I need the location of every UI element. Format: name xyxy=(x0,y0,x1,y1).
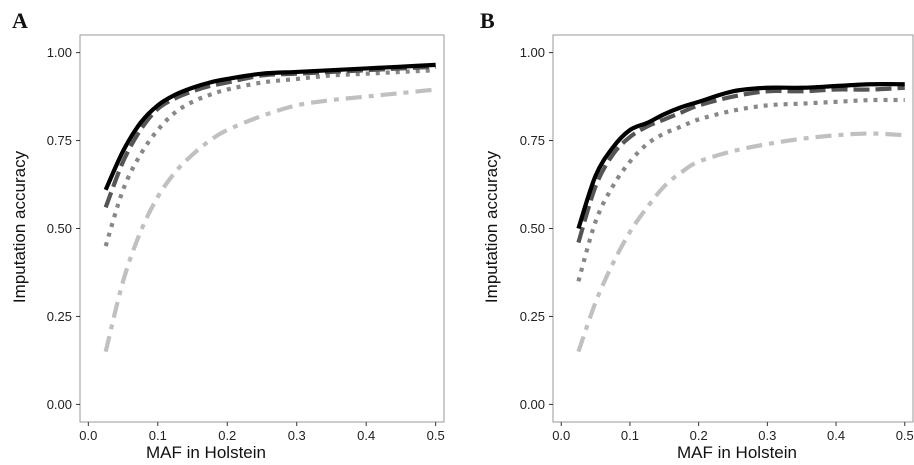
panel-b-x-tick-label: 0.2 xyxy=(690,428,708,443)
panel-a-y-axis-title: Imputation accuracy xyxy=(10,150,29,303)
panel-a: A MAF in Holstein Imputation accuracy 0.… xyxy=(10,8,445,462)
panel-b-y-tick-label: 0.50 xyxy=(520,221,545,236)
panel-a-x-tick-label: 0.0 xyxy=(79,428,97,443)
panel-b-series-dashdot-line xyxy=(576,131,905,353)
panel-a-label: A xyxy=(12,8,28,33)
panel-b-y-tick-label: 0.00 xyxy=(520,397,545,412)
panel-a-y-tick-label: 0.75 xyxy=(47,133,72,148)
panel-b: B MAF in Holstein Imputation accuracy 0.… xyxy=(480,8,914,462)
panel-b-x-axis-title: MAF in Holstein xyxy=(677,443,797,462)
panel-a-y-tick-label: 1.00 xyxy=(47,45,72,60)
panel-a-series-solid-line xyxy=(103,62,436,191)
panel-a-x-tick-label: 0.1 xyxy=(149,428,167,443)
panel-a-x-tick-label: 0.5 xyxy=(427,428,445,443)
panel-b-series-solid-line xyxy=(576,82,905,230)
panel-a-x-axis-title: MAF in Holstein xyxy=(146,443,266,462)
panel-b-y-tick-label: 1.00 xyxy=(520,45,545,60)
panel-b-x-tick-label: 0.4 xyxy=(827,428,845,443)
panel-b-label: B xyxy=(480,8,495,33)
panel-a-series-dashdot-line xyxy=(103,87,436,353)
panel-a-x-tick-label: 0.4 xyxy=(357,428,375,443)
panel-b-x-tick-label: 0.0 xyxy=(552,428,570,443)
panel-a-series-dashed-line xyxy=(103,64,436,209)
panel-b-series-dashed-line xyxy=(576,85,905,244)
panel-b-y-tick-label: 0.75 xyxy=(520,133,545,148)
panel-a-plot-area: 0.0 0.1 0.2 0.3 0.4 0.5 0.00 0.25 0.50 0.75 1.00 xyxy=(47,34,445,443)
panel-a-y-tick-label: 0.50 xyxy=(47,221,72,236)
panel-b-series-dotted-line xyxy=(576,97,905,282)
panel-b-y-tick-label: 0.25 xyxy=(520,309,545,324)
panel-b-plot-area: 0.0 0.1 0.2 0.3 0.4 0.5 0.00 0.25 0.50 0.75 1.00 xyxy=(520,34,914,443)
panel-a-y-tick-label: 0.25 xyxy=(47,309,72,324)
panel-b-x-tick-label: 0.1 xyxy=(621,428,639,443)
panel-a-x-tick-label: 0.2 xyxy=(218,428,236,443)
panel-a-series-dotted-line xyxy=(103,68,436,247)
panel-b-x-tick-label: 0.5 xyxy=(896,428,914,443)
panel-a-y-tick-label: 0.00 xyxy=(47,397,72,412)
panel-b-y-axis-title: Imputation accuracy xyxy=(482,150,501,303)
panel-a-x-tick-label: 0.3 xyxy=(288,428,306,443)
panel-b-x-tick-label: 0.3 xyxy=(758,428,776,443)
